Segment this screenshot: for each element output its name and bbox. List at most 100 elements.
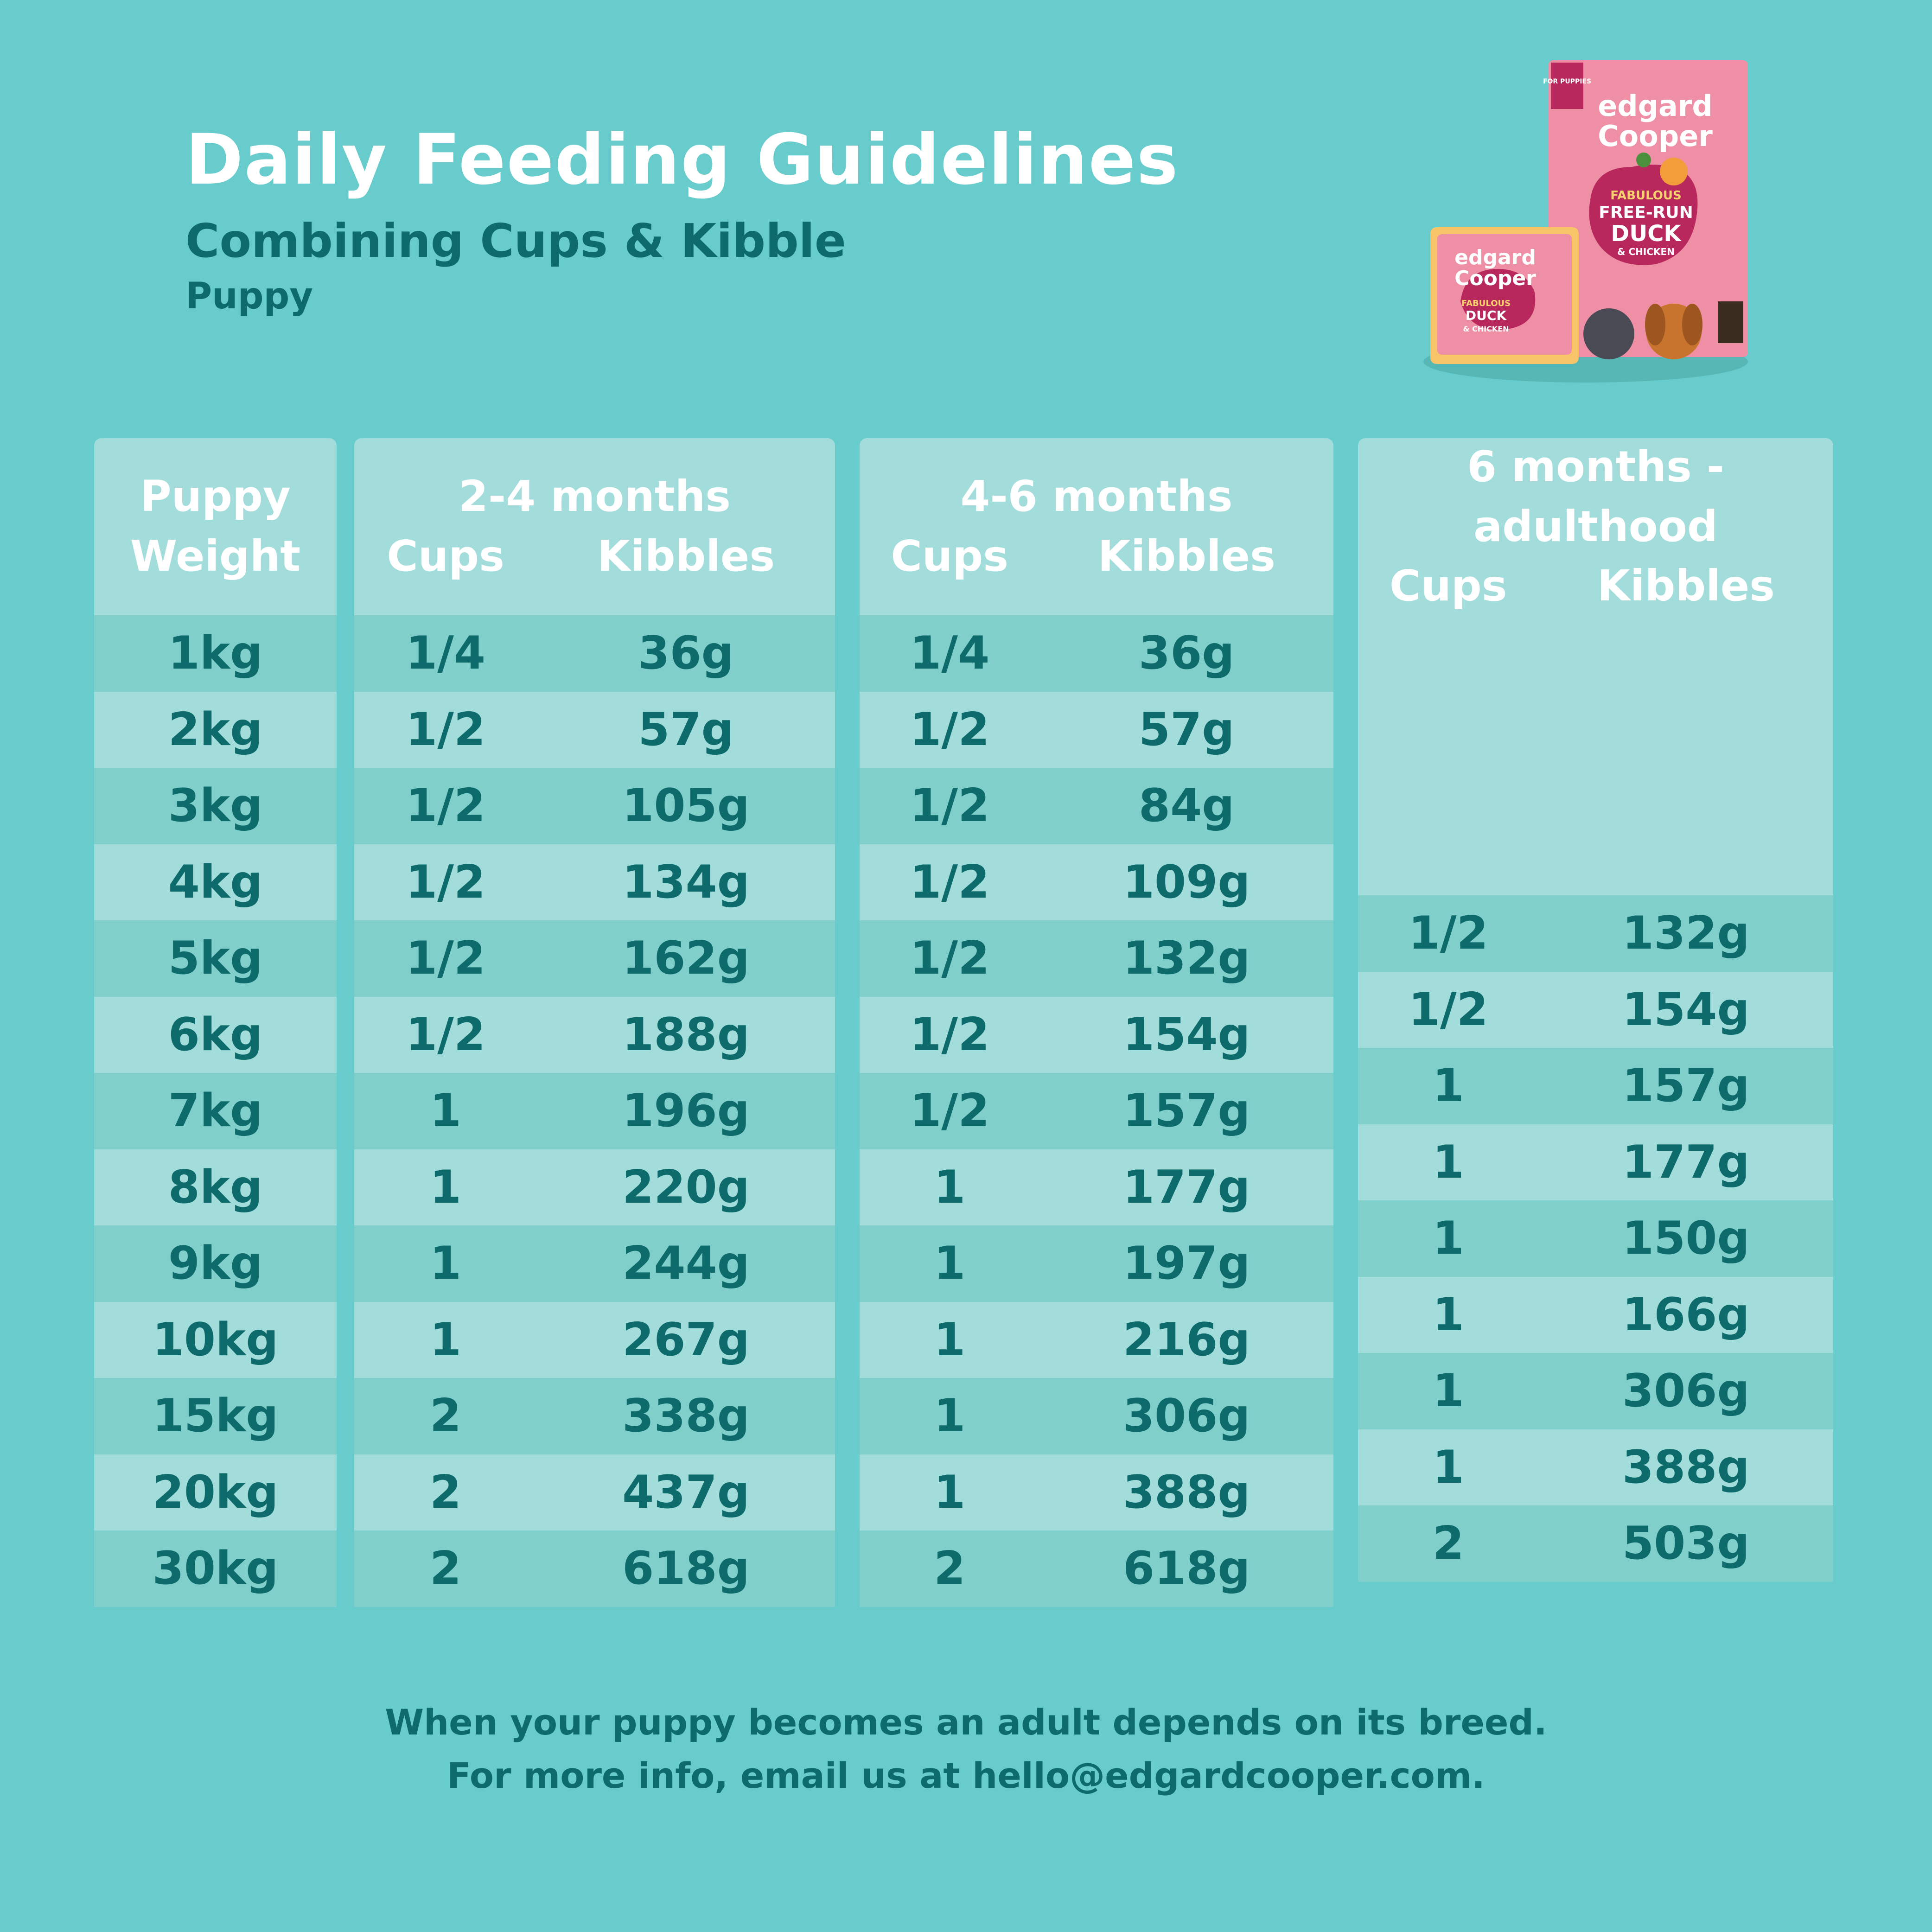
weight-cell: 20kg: [152, 1466, 279, 1519]
weight-cell: 3kg: [168, 779, 263, 833]
table-row: 1/4 36g: [354, 615, 835, 692]
cups-cell: 1: [1432, 1441, 1464, 1494]
weight-cell: 5kg: [168, 932, 263, 985]
kibbles-cell: 306g: [1122, 1390, 1250, 1443]
kibbles-cell: 157g: [1622, 1059, 1750, 1113]
table-row: 1 196g: [354, 1073, 835, 1149]
weight-cell: 6kg: [168, 1008, 263, 1061]
kibbles-cell: 36g: [1138, 627, 1235, 680]
table-row: 1kg: [94, 615, 337, 692]
table-row: 30kg: [94, 1530, 337, 1607]
kibbles-cell: 157g: [1122, 1084, 1250, 1138]
table-row: 1 306g: [860, 1378, 1333, 1454]
table-row: 2 618g: [860, 1530, 1333, 1607]
kibbles-cell: 220g: [622, 1160, 750, 1214]
cups-cell: 2: [934, 1542, 966, 1595]
cups-cell: 1: [1432, 1365, 1464, 1418]
table-row: 1/2 57g: [860, 691, 1333, 768]
weight-cell: 8kg: [168, 1160, 263, 1214]
cups-cell: 1/2: [405, 855, 486, 909]
cups-cell: 1/2: [910, 1084, 990, 1138]
table-row: 4kg: [94, 844, 337, 920]
svg-text:DUCK: DUCK: [1611, 221, 1682, 247]
page-subtitle: Combining Cups & Kibble: [185, 214, 846, 268]
table-row: 1 157g: [1358, 1048, 1833, 1124]
page-category: Puppy: [185, 275, 313, 317]
group-6-months-adulthood: 6 months - adulthood Cups Kibbles 1/2 132…: [1358, 438, 1833, 1616]
table-row: 1/2 109g: [860, 844, 1333, 920]
table-row: 1 388g: [860, 1454, 1333, 1530]
kibbles-cell: 109g: [1122, 855, 1250, 909]
kibbles-cell: 216g: [1122, 1313, 1250, 1366]
table-row: 1 177g: [860, 1149, 1333, 1225]
weight-header-line1: Puppy: [140, 472, 291, 522]
kibbles-cell: 188g: [622, 1008, 750, 1061]
svg-text:FABULOUS: FABULOUS: [1610, 189, 1681, 203]
table-row: 2kg: [94, 691, 337, 768]
cups-cell: 1: [934, 1466, 966, 1519]
kibbles-cell: 57g: [638, 703, 734, 756]
cups-label: Cups: [891, 531, 1008, 581]
cups-cell: 1/2: [405, 1008, 486, 1061]
svg-text:DUCK: DUCK: [1466, 308, 1507, 323]
kibbles-cell: 267g: [622, 1313, 750, 1366]
svg-text:& CHICKEN: & CHICKEN: [1463, 325, 1509, 333]
cups-cell: 2: [1432, 1517, 1464, 1570]
group-rows: 1/4 36g 1/2 57g 1/2 105g 1/2 134g 1/2 162g 1/2 188g…: [354, 615, 835, 1607]
kibbles-cell: 177g: [1122, 1160, 1250, 1214]
footer-line1: When your puppy becomes an adult depends…: [385, 1702, 1547, 1743]
table-row: 8kg: [94, 1149, 337, 1225]
empty-block: [1358, 615, 1833, 895]
svg-text:& CHICKEN: & CHICKEN: [1617, 246, 1675, 257]
kibbles-cell: 244g: [622, 1237, 750, 1290]
table-row: 1 177g: [1358, 1124, 1833, 1200]
table-row: 1/2 134g: [354, 844, 835, 920]
cups-cell: 1: [934, 1313, 966, 1366]
kibbles-cell: 132g: [1622, 907, 1750, 960]
svg-text:edgard: edgard: [1598, 89, 1713, 123]
kibbles-cell: 177g: [1622, 1135, 1750, 1189]
weight-column-header: Puppy Weight: [94, 438, 337, 615]
table-row: 5kg: [94, 920, 337, 997]
kibbles-cell: 503g: [1622, 1517, 1750, 1570]
kibbles-cell: 388g: [1622, 1441, 1750, 1494]
cups-cell: 1/2: [405, 779, 486, 833]
cups-cell: 2: [429, 1466, 462, 1519]
cups-cell: 1/2: [910, 1008, 990, 1061]
kibbles-cell: 618g: [622, 1542, 750, 1595]
table-row: 9kg: [94, 1225, 337, 1302]
weight-cell: 9kg: [168, 1237, 263, 1290]
cups-cell: 1/2: [1408, 907, 1488, 960]
cups-label: Cups: [387, 531, 504, 581]
svg-text:FREE-RUN: FREE-RUN: [1599, 203, 1693, 222]
table-row: 1 216g: [860, 1301, 1333, 1378]
cups-cell: 1: [1432, 1288, 1464, 1341]
kibbles-cell: 154g: [1122, 1008, 1250, 1061]
cups-cell: 1: [429, 1084, 462, 1138]
table-row: 1/2 132g: [1358, 895, 1833, 972]
group-rows: 1/4 36g 1/2 57g 1/2 84g 1/2 109g 1/2 132g 1/2 154g 1…: [860, 615, 1333, 1607]
group-title: 6 months - adulthood: [1467, 441, 1725, 551]
table-row: 1/2 84g: [860, 768, 1333, 844]
table-row: 1/2 57g: [354, 691, 835, 768]
cups-cell: 1: [1432, 1135, 1464, 1189]
product-image: FOR PUPPIES edgard Cooper FABULOUS FREE-…: [1423, 60, 1748, 383]
group-title: 2-4 months: [458, 472, 731, 522]
cups-cell: 1/2: [910, 932, 990, 985]
kibbles-cell: 57g: [1138, 703, 1235, 756]
cups-cell: 1/4: [405, 627, 486, 680]
table-row: 2 503g: [1358, 1505, 1833, 1582]
table-row: 1 197g: [860, 1225, 1333, 1302]
table-row: 2 618g: [354, 1530, 835, 1607]
weight-cell: 30kg: [152, 1542, 279, 1595]
kibbles-cell: 132g: [1122, 932, 1250, 985]
kibbles-cell: 84g: [1138, 779, 1235, 833]
cups-cell: 2: [429, 1390, 462, 1443]
cups-cell: 1/2: [405, 932, 486, 985]
group-header: 6 months - adulthood Cups Kibbles: [1358, 438, 1833, 615]
kibbles-cell: 150g: [1622, 1212, 1750, 1265]
kibbles-cell: 388g: [1122, 1466, 1250, 1519]
table-row: 1 244g: [354, 1225, 835, 1302]
weight-cell: 2kg: [168, 703, 263, 756]
cups-cell: 1: [934, 1390, 966, 1443]
